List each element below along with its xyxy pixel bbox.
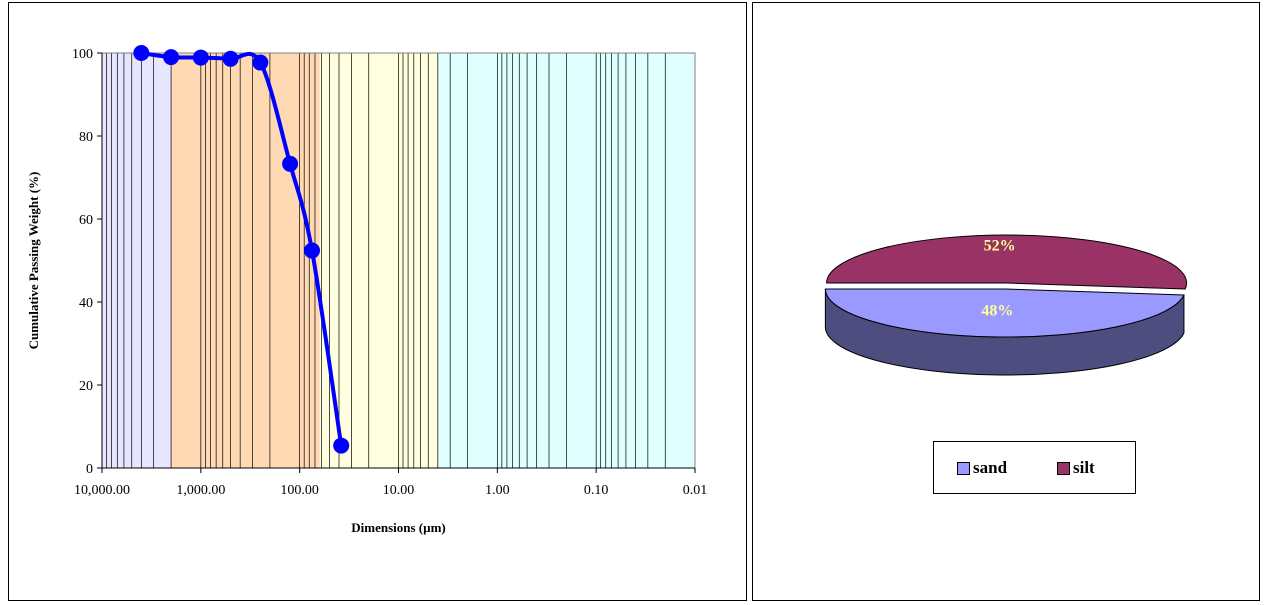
y-tick-label: 40 — [79, 296, 93, 311]
y-tick-label: 80 — [79, 130, 93, 145]
data-point — [252, 54, 269, 71]
x-tick-label: 0.10 — [584, 483, 609, 498]
y-tick-label: 20 — [79, 379, 93, 394]
data-point — [192, 49, 209, 66]
legend-swatch-sand — [957, 461, 970, 475]
data-point — [133, 45, 150, 61]
composition-pie-chart: 48% 52% — [824, 234, 1188, 376]
data-point — [304, 242, 321, 259]
size-band-2 — [319, 53, 438, 468]
y-tick-label: 100 — [72, 47, 93, 62]
x-tick-label: 100.00 — [280, 483, 319, 498]
x-axis-title: Dimensions (µm) — [351, 520, 446, 535]
y-tick-label: 0 — [86, 462, 93, 477]
legend-item-silt: silt — [1057, 458, 1095, 478]
pie-slice-sand — [824, 288, 1185, 338]
legend-label-sand: sand — [973, 458, 1008, 477]
pie-data-label-silt: 52% — [984, 237, 1016, 254]
size-band-0 — [102, 53, 172, 468]
size-band-1 — [171, 53, 320, 468]
data-point — [222, 50, 239, 67]
grain-size-chart-panel: 0 20 40 60 80 100 10,000.00 1,000.00 100.00 10.00… — [8, 2, 747, 601]
legend-label-silt: silt — [1073, 458, 1095, 477]
data-point — [163, 49, 180, 66]
x-tick-label: 1,000.00 — [176, 483, 225, 498]
pie-data-label-sand: 48% — [981, 303, 1013, 320]
grain-size-chart: 0 20 40 60 80 100 10,000.00 1,000.00 100.00 10.00… — [26, 45, 708, 535]
pie-slice-silt — [826, 234, 1188, 290]
x-tick-label: 0.01 — [683, 483, 708, 498]
composition-pie-panel: 48% 52% sand silt — [752, 2, 1260, 601]
pie-legend: sand silt — [933, 441, 1136, 494]
x-tick-label: 10.00 — [383, 483, 415, 498]
pie-top-layer: 48% 52% — [824, 234, 1188, 338]
y-tick-label: 60 — [79, 213, 93, 228]
data-point — [333, 437, 350, 454]
x-tick-label: 10,000.00 — [74, 483, 130, 498]
data-point — [282, 155, 299, 172]
x-tick-label: 1.00 — [485, 483, 510, 498]
legend-swatch-silt — [1057, 461, 1070, 475]
y-axis-title: Cumulative Passing Weight (%) — [26, 172, 41, 350]
legend-item-sand: sand — [957, 458, 1007, 478]
